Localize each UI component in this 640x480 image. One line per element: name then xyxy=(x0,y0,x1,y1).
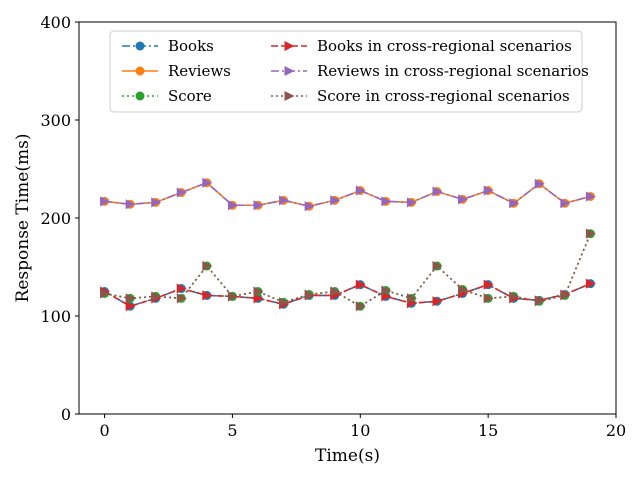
legend-item: Reviews in cross-regional scenarios xyxy=(271,62,589,80)
x-tick-label: 5 xyxy=(227,421,237,440)
legend-marker xyxy=(284,66,295,76)
data-point xyxy=(151,291,162,302)
legend-item: Score xyxy=(122,87,212,105)
data-point xyxy=(253,200,264,211)
x-tick-label: 15 xyxy=(478,421,498,440)
data-point xyxy=(176,283,187,294)
data-point xyxy=(560,198,571,209)
legend-label: Books in cross-regional scenarios xyxy=(317,37,572,55)
x-tick-label: 0 xyxy=(99,421,109,440)
data-point xyxy=(585,228,596,239)
data-point xyxy=(125,301,136,312)
data-point xyxy=(585,278,596,289)
x-axis: 0 5 10 15 20 xyxy=(99,414,626,440)
data-point xyxy=(585,191,596,202)
legend: Books Reviews Score Books in cross-regional… xyxy=(109,30,589,113)
data-point xyxy=(330,286,341,297)
data-point xyxy=(458,284,469,295)
legend-marker xyxy=(135,41,145,51)
data-point xyxy=(227,291,238,302)
data-point xyxy=(509,291,520,302)
legend-item: Score in cross-regional scenarios xyxy=(271,87,570,105)
data-point xyxy=(483,185,494,196)
legend-label: Books xyxy=(168,37,214,55)
y-axis: 0 100 200 300 400 xyxy=(40,13,79,424)
legend-label: Score xyxy=(168,87,212,105)
data-point xyxy=(355,301,366,312)
legend-marker xyxy=(284,41,295,51)
y-tick-label: 200 xyxy=(40,209,71,228)
legend-item: Books xyxy=(122,37,214,55)
data-point xyxy=(253,286,264,297)
series-6 xyxy=(100,228,596,312)
data-point xyxy=(406,293,417,304)
data-point xyxy=(176,187,187,198)
series-line xyxy=(104,181,591,208)
data-point xyxy=(560,290,571,301)
data-point xyxy=(279,297,290,308)
data-point xyxy=(355,185,366,196)
data-point xyxy=(253,293,264,304)
data-point xyxy=(202,177,213,188)
legend-box xyxy=(109,30,583,113)
y-tick-label: 300 xyxy=(40,111,71,130)
data-point xyxy=(100,196,111,207)
data-point xyxy=(202,261,213,272)
data-point xyxy=(432,296,443,307)
legend-label: Score in cross-regional scenarios xyxy=(317,87,570,105)
data-point xyxy=(151,197,162,208)
data-point xyxy=(483,293,494,304)
legend-item: Reviews xyxy=(122,62,231,80)
legend-label: Reviews xyxy=(168,62,231,80)
series-layer xyxy=(100,177,596,312)
y-tick-label: 100 xyxy=(40,307,71,326)
data-point xyxy=(534,296,545,307)
data-point xyxy=(355,279,366,290)
y-axis-label: Response Time(ms) xyxy=(13,134,33,303)
data-point xyxy=(202,290,213,301)
data-point xyxy=(381,285,392,296)
y-tick-label: 400 xyxy=(40,13,71,32)
series-1 xyxy=(100,279,595,311)
legend-label: Reviews in cross-regional scenarios xyxy=(317,62,589,80)
data-point xyxy=(330,195,341,206)
data-point xyxy=(227,200,238,211)
data-point xyxy=(432,261,443,272)
data-point xyxy=(381,196,392,207)
data-point xyxy=(483,279,494,290)
legend-item: Books in cross-regional scenarios xyxy=(271,37,572,55)
series-4 xyxy=(100,278,596,312)
data-point xyxy=(176,293,187,304)
x-axis-label: Time(s) xyxy=(315,446,380,466)
data-point xyxy=(279,195,290,206)
data-point xyxy=(458,194,469,205)
x-tick-label: 10 xyxy=(350,421,370,440)
data-point xyxy=(534,178,545,189)
data-point xyxy=(304,201,315,212)
data-point xyxy=(432,186,443,197)
data-point xyxy=(509,198,520,209)
data-point xyxy=(125,199,136,210)
legend-marker xyxy=(135,91,145,101)
data-point xyxy=(125,293,136,304)
x-tick-label: 20 xyxy=(606,421,626,440)
data-point xyxy=(406,197,417,208)
series-5 xyxy=(100,177,596,212)
y-tick-label: 0 xyxy=(61,405,71,424)
data-point xyxy=(304,289,315,300)
legend-marker xyxy=(284,91,295,101)
legend-marker xyxy=(135,66,145,76)
data-point xyxy=(100,288,111,299)
